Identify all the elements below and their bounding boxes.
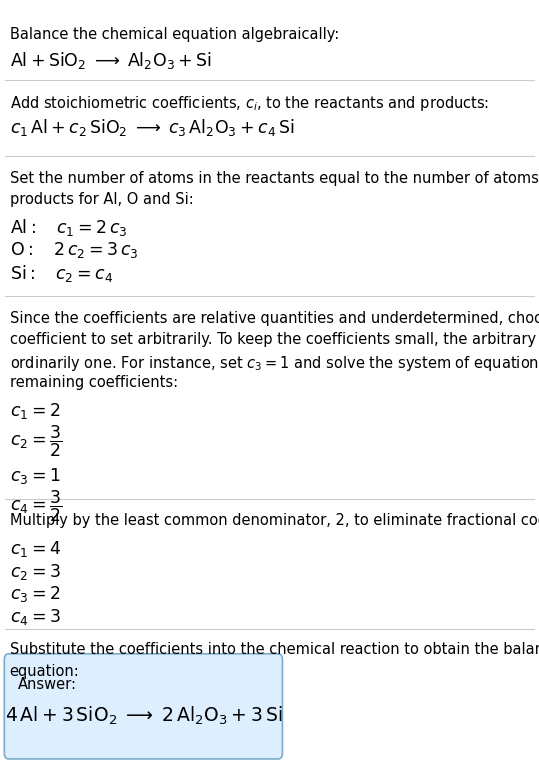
Text: Multiply by the least common denominator, 2, to eliminate fractional coefficient: Multiply by the least common denominator… [10,513,539,528]
Text: Add stoichiometric coefficients, $c_i$, to the reactants and products:: Add stoichiometric coefficients, $c_i$, … [10,94,489,114]
Text: $\mathrm{Al:}\quad c_1 = 2\,c_3$: $\mathrm{Al:}\quad c_1 = 2\,c_3$ [10,217,127,239]
Text: Set the number of atoms in the reactants equal to the number of atoms in the: Set the number of atoms in the reactants… [10,171,539,186]
Text: $\mathrm{O:}\quad 2\,c_2 = 3\,c_3$: $\mathrm{O:}\quad 2\,c_2 = 3\,c_3$ [10,240,138,260]
Text: products for Al, O and Si:: products for Al, O and Si: [10,192,194,207]
Text: Balance the chemical equation algebraically:: Balance the chemical equation algebraica… [10,27,339,43]
Text: Substitute the coefficients into the chemical reaction to obtain the balanced: Substitute the coefficients into the che… [10,642,539,658]
Text: $4\, \mathrm{Al} + 3\, \mathrm{SiO_2} \;\longrightarrow\; 2\, \mathrm{Al_2O_3} +: $4\, \mathrm{Al} + 3\, \mathrm{SiO_2} \;… [5,705,282,728]
Text: $c_2 = 3$: $c_2 = 3$ [10,562,60,581]
Text: $\mathrm{Al + SiO_2 \;\longrightarrow\; Al_2O_3 + Si}$: $\mathrm{Al + SiO_2 \;\longrightarrow\; … [10,50,212,72]
Text: coefficient to set arbitrarily. To keep the coefficients small, the arbitrary va: coefficient to set arbitrarily. To keep … [10,332,539,347]
Text: $c_1\, \mathrm{Al} + c_2\, \mathrm{SiO_2} \;\longrightarrow\; c_3\, \mathrm{Al_2: $c_1\, \mathrm{Al} + c_2\, \mathrm{SiO_2… [10,117,294,139]
Text: $c_2 = \dfrac{3}{2}$: $c_2 = \dfrac{3}{2}$ [10,424,62,459]
Text: remaining coefficients:: remaining coefficients: [10,375,178,390]
Text: $c_1 = 4$: $c_1 = 4$ [10,539,61,559]
FancyBboxPatch shape [4,654,282,759]
Text: Answer:: Answer: [18,677,77,692]
Text: $\mathrm{Si:}\quad c_2 = c_4$: $\mathrm{Si:}\quad c_2 = c_4$ [10,263,113,284]
Text: $c_3 = 2$: $c_3 = 2$ [10,584,60,604]
Text: ordinarily one. For instance, set $c_3 = 1$ and solve the system of equations fo: ordinarily one. For instance, set $c_3 =… [10,354,539,373]
Text: $c_4 = \dfrac{3}{2}$: $c_4 = \dfrac{3}{2}$ [10,488,62,523]
Text: $c_3 = 1$: $c_3 = 1$ [10,466,60,485]
Text: $c_1 = 2$: $c_1 = 2$ [10,401,60,421]
Text: Since the coefficients are relative quantities and underdetermined, choose a: Since the coefficients are relative quan… [10,311,539,326]
Text: equation:: equation: [10,664,79,679]
Text: $c_4 = 3$: $c_4 = 3$ [10,607,60,627]
